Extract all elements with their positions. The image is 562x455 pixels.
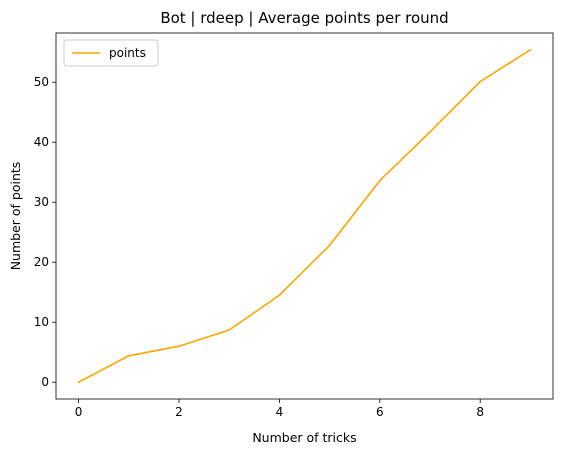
x-tick-label: 2 bbox=[175, 405, 183, 419]
chart-title: Bot | rdeep | Average points per round bbox=[160, 9, 448, 27]
y-tick-label: 40 bbox=[34, 135, 49, 149]
y-axis-label: Number of points bbox=[8, 162, 23, 271]
y-tick-label: 10 bbox=[34, 315, 49, 329]
x-tick-label: 6 bbox=[376, 405, 384, 419]
y-tick-label: 20 bbox=[34, 255, 49, 269]
x-tick-label: 8 bbox=[476, 405, 484, 419]
plot-frame bbox=[55, 32, 554, 400]
x-axis-label: Number of tricks bbox=[252, 430, 356, 445]
y-tick-label: 30 bbox=[34, 195, 49, 209]
legend: points bbox=[63, 39, 159, 67]
x-tick-label: 0 bbox=[75, 405, 83, 419]
y-tick-label: 50 bbox=[34, 75, 49, 89]
legend-entry-label: points bbox=[109, 46, 146, 60]
legend-box bbox=[63, 39, 159, 67]
x-tick-label: 4 bbox=[276, 405, 284, 419]
y-tick-label: 0 bbox=[41, 375, 49, 389]
series-line-points bbox=[77, 48, 532, 384]
plot-area: 0 2 4 6 8 0 10 20 30 40 50 bbox=[34, 32, 554, 419]
